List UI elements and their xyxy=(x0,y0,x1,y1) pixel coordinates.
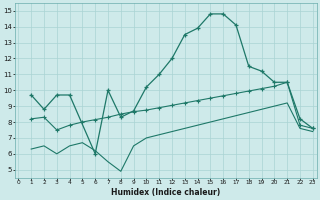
X-axis label: Humidex (Indice chaleur): Humidex (Indice chaleur) xyxy=(111,188,220,197)
